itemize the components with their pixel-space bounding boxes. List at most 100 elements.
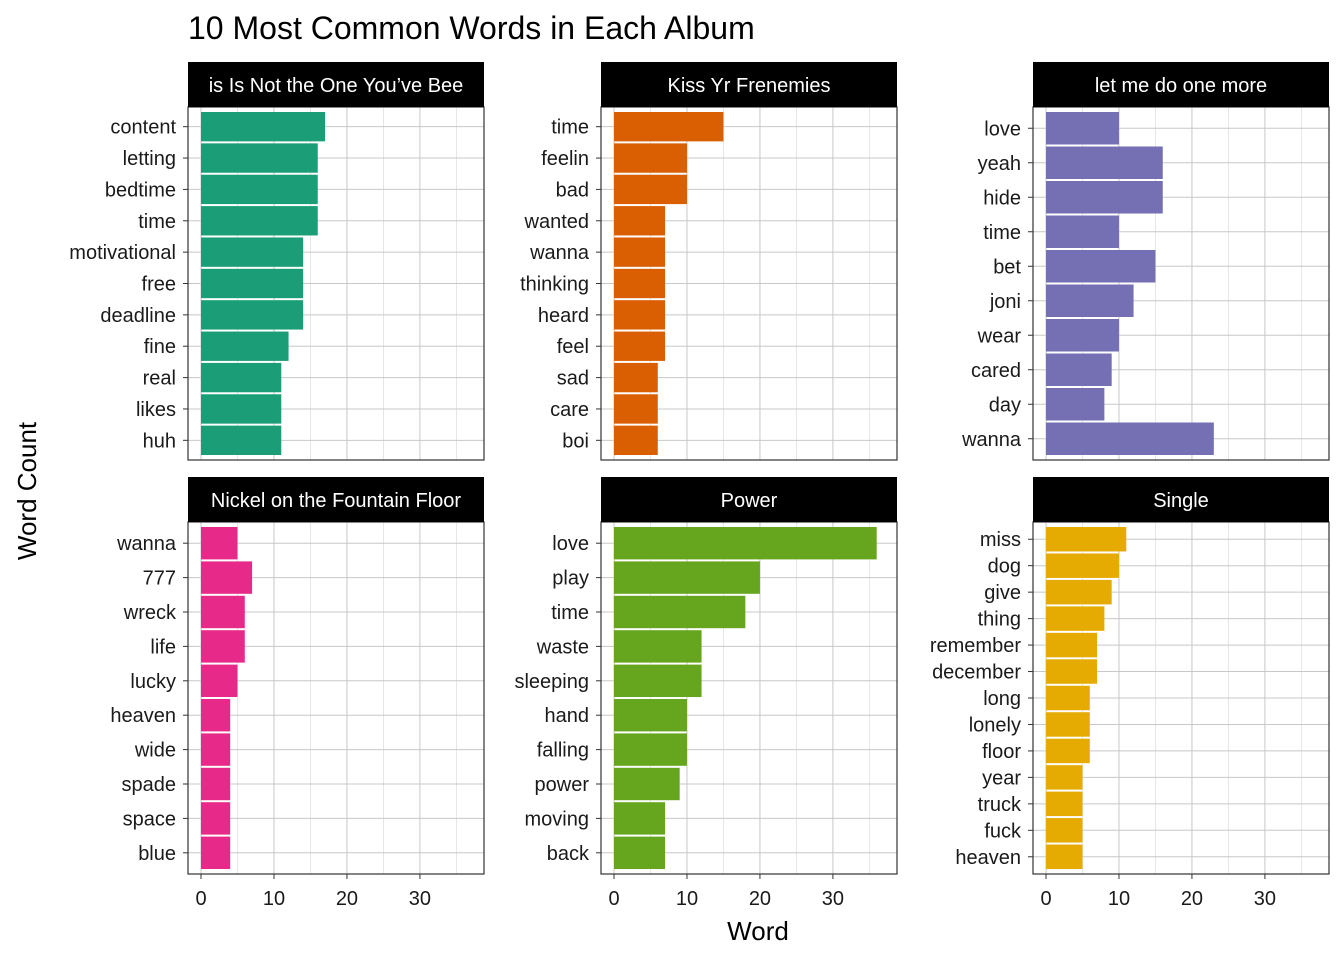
y-tick-label: free	[142, 274, 176, 296]
bar	[614, 300, 666, 330]
facet-panel: time feelin bad wanted wanna thinking heard fee…	[520, 62, 898, 461]
bar	[201, 112, 326, 142]
strip-label: Kiss Yr Frenemies	[667, 75, 830, 97]
bar	[614, 802, 666, 835]
bar	[1046, 659, 1098, 684]
bar	[614, 174, 687, 205]
bar	[1046, 553, 1119, 578]
y-tick-label: life	[150, 636, 176, 658]
bar	[614, 630, 702, 663]
bar	[614, 836, 666, 869]
bar	[1046, 215, 1119, 248]
facet-panel: content letting bedtime time motivational fre…	[69, 62, 485, 461]
y-tick-label: dog	[988, 556, 1021, 578]
bar	[201, 733, 231, 766]
y-tick-label: miss	[980, 529, 1021, 551]
y-tick-label: letting	[123, 148, 176, 170]
bar	[614, 664, 702, 697]
y-tick-label: wide	[134, 740, 176, 762]
bar	[201, 237, 304, 267]
bar	[1046, 632, 1098, 658]
bar	[1046, 319, 1119, 352]
bar	[614, 425, 658, 455]
y-tick-label: moving	[525, 808, 589, 830]
y-tick-label: bedtime	[105, 179, 176, 201]
y-tick-label: yeah	[978, 153, 1021, 175]
bar	[201, 595, 245, 629]
x-tick-label: 30	[822, 888, 844, 910]
bar	[201, 802, 231, 835]
y-tick-label: give	[984, 582, 1021, 604]
y-tick-label: wanna	[961, 429, 1022, 451]
bar	[1046, 527, 1127, 552]
bar	[1046, 388, 1105, 421]
y-tick-label: wanna	[116, 533, 177, 555]
y-tick-label: time	[983, 222, 1021, 244]
y-tick-label: likes	[136, 399, 176, 421]
strip-label: Nickel on the Fountain Floor	[211, 490, 461, 512]
strip-label: is Is Not the One You’ve Bee	[209, 75, 464, 97]
x-tick-label: 0	[608, 888, 619, 910]
x-tick-label: 0	[195, 888, 206, 910]
y-tick-label: thing	[978, 609, 1021, 631]
y-tick-label: truck	[978, 794, 1022, 816]
bar	[201, 143, 318, 173]
bar	[201, 527, 238, 560]
bar	[614, 331, 666, 361]
bar	[201, 836, 231, 869]
strip-label: Power	[721, 490, 778, 512]
bar	[1046, 818, 1083, 843]
bar	[201, 664, 238, 697]
y-tick-label: thinking	[520, 274, 589, 296]
x-tick-label: 10	[263, 888, 285, 910]
y-tick-label: motivational	[69, 242, 176, 264]
bar	[1046, 791, 1083, 817]
y-tick-label: blue	[138, 843, 176, 865]
y-tick-label: love	[984, 118, 1021, 140]
y-tick-label: bad	[556, 179, 589, 201]
x-axis-title: Word	[727, 916, 789, 946]
bar	[201, 268, 304, 299]
x-tick-label: 0	[1040, 888, 1051, 910]
y-tick-label: huh	[143, 430, 176, 452]
y-tick-label: hand	[545, 705, 590, 727]
strip-background	[1033, 62, 1329, 107]
y-tick-label: spade	[122, 774, 177, 796]
y-tick-label: back	[547, 843, 590, 865]
y-tick-label: heaven	[110, 705, 176, 727]
y-tick-label: lucky	[130, 671, 176, 693]
bar	[201, 300, 304, 330]
bar	[614, 527, 877, 560]
bar	[201, 425, 282, 455]
bar	[1046, 181, 1163, 214]
y-tick-label: time	[551, 602, 589, 624]
y-tick-label: wear	[977, 325, 1022, 347]
bar	[1046, 284, 1134, 317]
bar	[201, 394, 282, 424]
bar	[614, 733, 687, 766]
chart-title: 10 Most Common Words in Each Album	[188, 10, 755, 46]
y-tick-label: floor	[982, 741, 1021, 763]
facet-panel: miss dog give thing remember december long lone…	[930, 477, 1330, 910]
bar	[1046, 712, 1090, 737]
strip-background	[601, 477, 897, 522]
bar	[614, 394, 658, 424]
bar	[201, 206, 318, 236]
bar	[1046, 606, 1105, 631]
bar	[614, 767, 680, 801]
y-tick-label: waste	[536, 636, 589, 658]
x-tick-label: 20	[1181, 888, 1203, 910]
bar	[201, 561, 253, 594]
bar	[201, 767, 231, 801]
x-tick-label: 10	[1108, 888, 1130, 910]
y-tick-label: year	[982, 767, 1021, 789]
y-tick-label: december	[932, 662, 1021, 684]
bar	[614, 143, 687, 173]
bar	[614, 112, 724, 142]
y-tick-label: time	[138, 211, 176, 233]
bar	[1046, 765, 1083, 790]
bar	[614, 699, 687, 732]
bar	[1046, 353, 1112, 386]
bar	[614, 561, 760, 594]
